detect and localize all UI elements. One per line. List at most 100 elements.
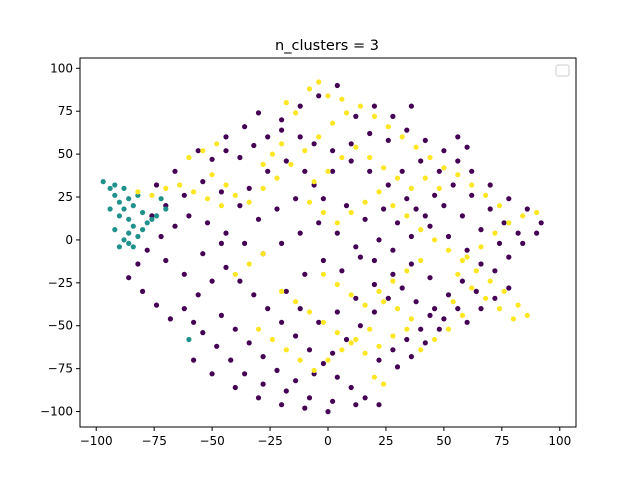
cluster-2-point (469, 285, 475, 291)
cluster-2-point (232, 192, 238, 198)
cluster-2-point (362, 350, 368, 356)
cluster-2-point (385, 124, 391, 130)
cluster-0-point (399, 285, 405, 291)
x-tick-label: 0 (324, 434, 332, 448)
cluster-0-point (390, 347, 396, 353)
cluster-2-point (311, 367, 317, 373)
cluster-2-point (297, 357, 303, 363)
cluster-0-point (172, 223, 178, 229)
cluster-0-point (242, 124, 248, 130)
cluster-0-point (279, 402, 285, 408)
cluster-2-point (432, 237, 438, 243)
cluster-0-point (534, 230, 540, 236)
cluster-0-point (376, 237, 382, 243)
cluster-0-point (496, 240, 503, 246)
cluster-2-point (311, 179, 317, 185)
cluster-0-point (404, 336, 410, 343)
cluster-0-point (200, 330, 206, 336)
cluster-0-point (135, 261, 141, 267)
cluster-0-point (334, 82, 340, 89)
cluster-2-point (524, 312, 530, 318)
cluster-2-point (200, 148, 206, 154)
cluster-0-point (181, 306, 187, 312)
cluster-0-point (506, 285, 512, 291)
y-tick-label: −50 (48, 319, 73, 333)
cluster-2-point (293, 299, 299, 305)
cluster-0-point (274, 206, 280, 212)
cluster-2-point (339, 347, 345, 353)
cluster-0-point (330, 148, 336, 154)
cluster-0-point (441, 203, 447, 209)
x-tick-label: −75 (142, 434, 167, 448)
cluster-2-point (218, 203, 224, 209)
cluster-2-point (343, 110, 350, 116)
cluster-2-point (214, 141, 220, 147)
cluster-0-point (362, 395, 368, 401)
cluster-1-point (126, 240, 132, 246)
cluster-0-point (538, 220, 544, 226)
cluster-0-point (223, 264, 229, 270)
cluster-2-point (422, 175, 428, 181)
cluster-2-point (325, 168, 331, 174)
cluster-0-point (209, 371, 215, 377)
cluster-2-point (357, 103, 363, 109)
cluster-0-point (191, 319, 197, 325)
cluster-0-point (455, 134, 461, 140)
cluster-0-point (274, 367, 280, 373)
cluster-0-point (371, 103, 377, 109)
cluster-2-point (269, 336, 275, 343)
cluster-2-point (469, 182, 475, 188)
cluster-0-point (413, 299, 419, 305)
cluster-2-point (362, 199, 368, 205)
cluster-0-point (353, 295, 359, 301)
cluster-0-point (144, 247, 150, 253)
cluster-0-point (265, 168, 271, 174)
cluster-2-point (274, 175, 280, 181)
cluster-0-point (353, 244, 359, 250)
x-tick-label: 50 (436, 434, 451, 448)
cluster-1-point (186, 336, 192, 343)
cluster-2-point (390, 203, 396, 209)
cluster-0-point (371, 309, 377, 315)
cluster-0-point (209, 156, 215, 162)
cluster-0-point (343, 336, 350, 343)
cluster-2-point (320, 209, 326, 216)
cluster-0-point (223, 134, 229, 140)
cluster-1-point (135, 233, 141, 240)
cluster-0-point (181, 192, 187, 198)
cluster-0-point (237, 278, 243, 284)
cluster-2-point (520, 213, 526, 219)
cluster-0-point (330, 168, 336, 174)
cluster-0-point (325, 409, 331, 415)
cluster-0-point (441, 148, 447, 154)
cluster-0-point (297, 306, 303, 312)
cluster-2-point (376, 288, 382, 294)
cluster-2-point (325, 357, 331, 363)
x-tick-label: 100 (548, 434, 571, 448)
cluster-0-point (167, 316, 173, 322)
cluster-0-point (223, 230, 229, 236)
cluster-0-point (376, 402, 382, 408)
cluster-0-point (367, 130, 373, 137)
cluster-0-point (195, 148, 201, 154)
cluster-0-point (255, 216, 262, 222)
cluster-0-point (218, 240, 224, 246)
cluster-2-point (334, 281, 340, 288)
cluster-2-point (436, 185, 442, 191)
cluster-0-point (126, 275, 132, 281)
cluster-0-point (404, 127, 410, 133)
cluster-0-point (469, 168, 475, 174)
cluster-2-point (510, 316, 516, 322)
cluster-1-point (140, 209, 146, 216)
cluster-0-point (265, 134, 271, 140)
cluster-0-point (404, 196, 410, 202)
cluster-0-point (376, 357, 382, 363)
cluster-0-point (385, 295, 391, 301)
cluster-0-point (214, 343, 220, 349)
cluster-0-point (487, 206, 493, 212)
x-tick-label: 75 (494, 434, 509, 448)
cluster-0-point (436, 326, 442, 332)
cluster-2-point (353, 144, 359, 150)
y-tick-label: −25 (48, 276, 73, 290)
y-tick-label: −100 (40, 405, 73, 419)
